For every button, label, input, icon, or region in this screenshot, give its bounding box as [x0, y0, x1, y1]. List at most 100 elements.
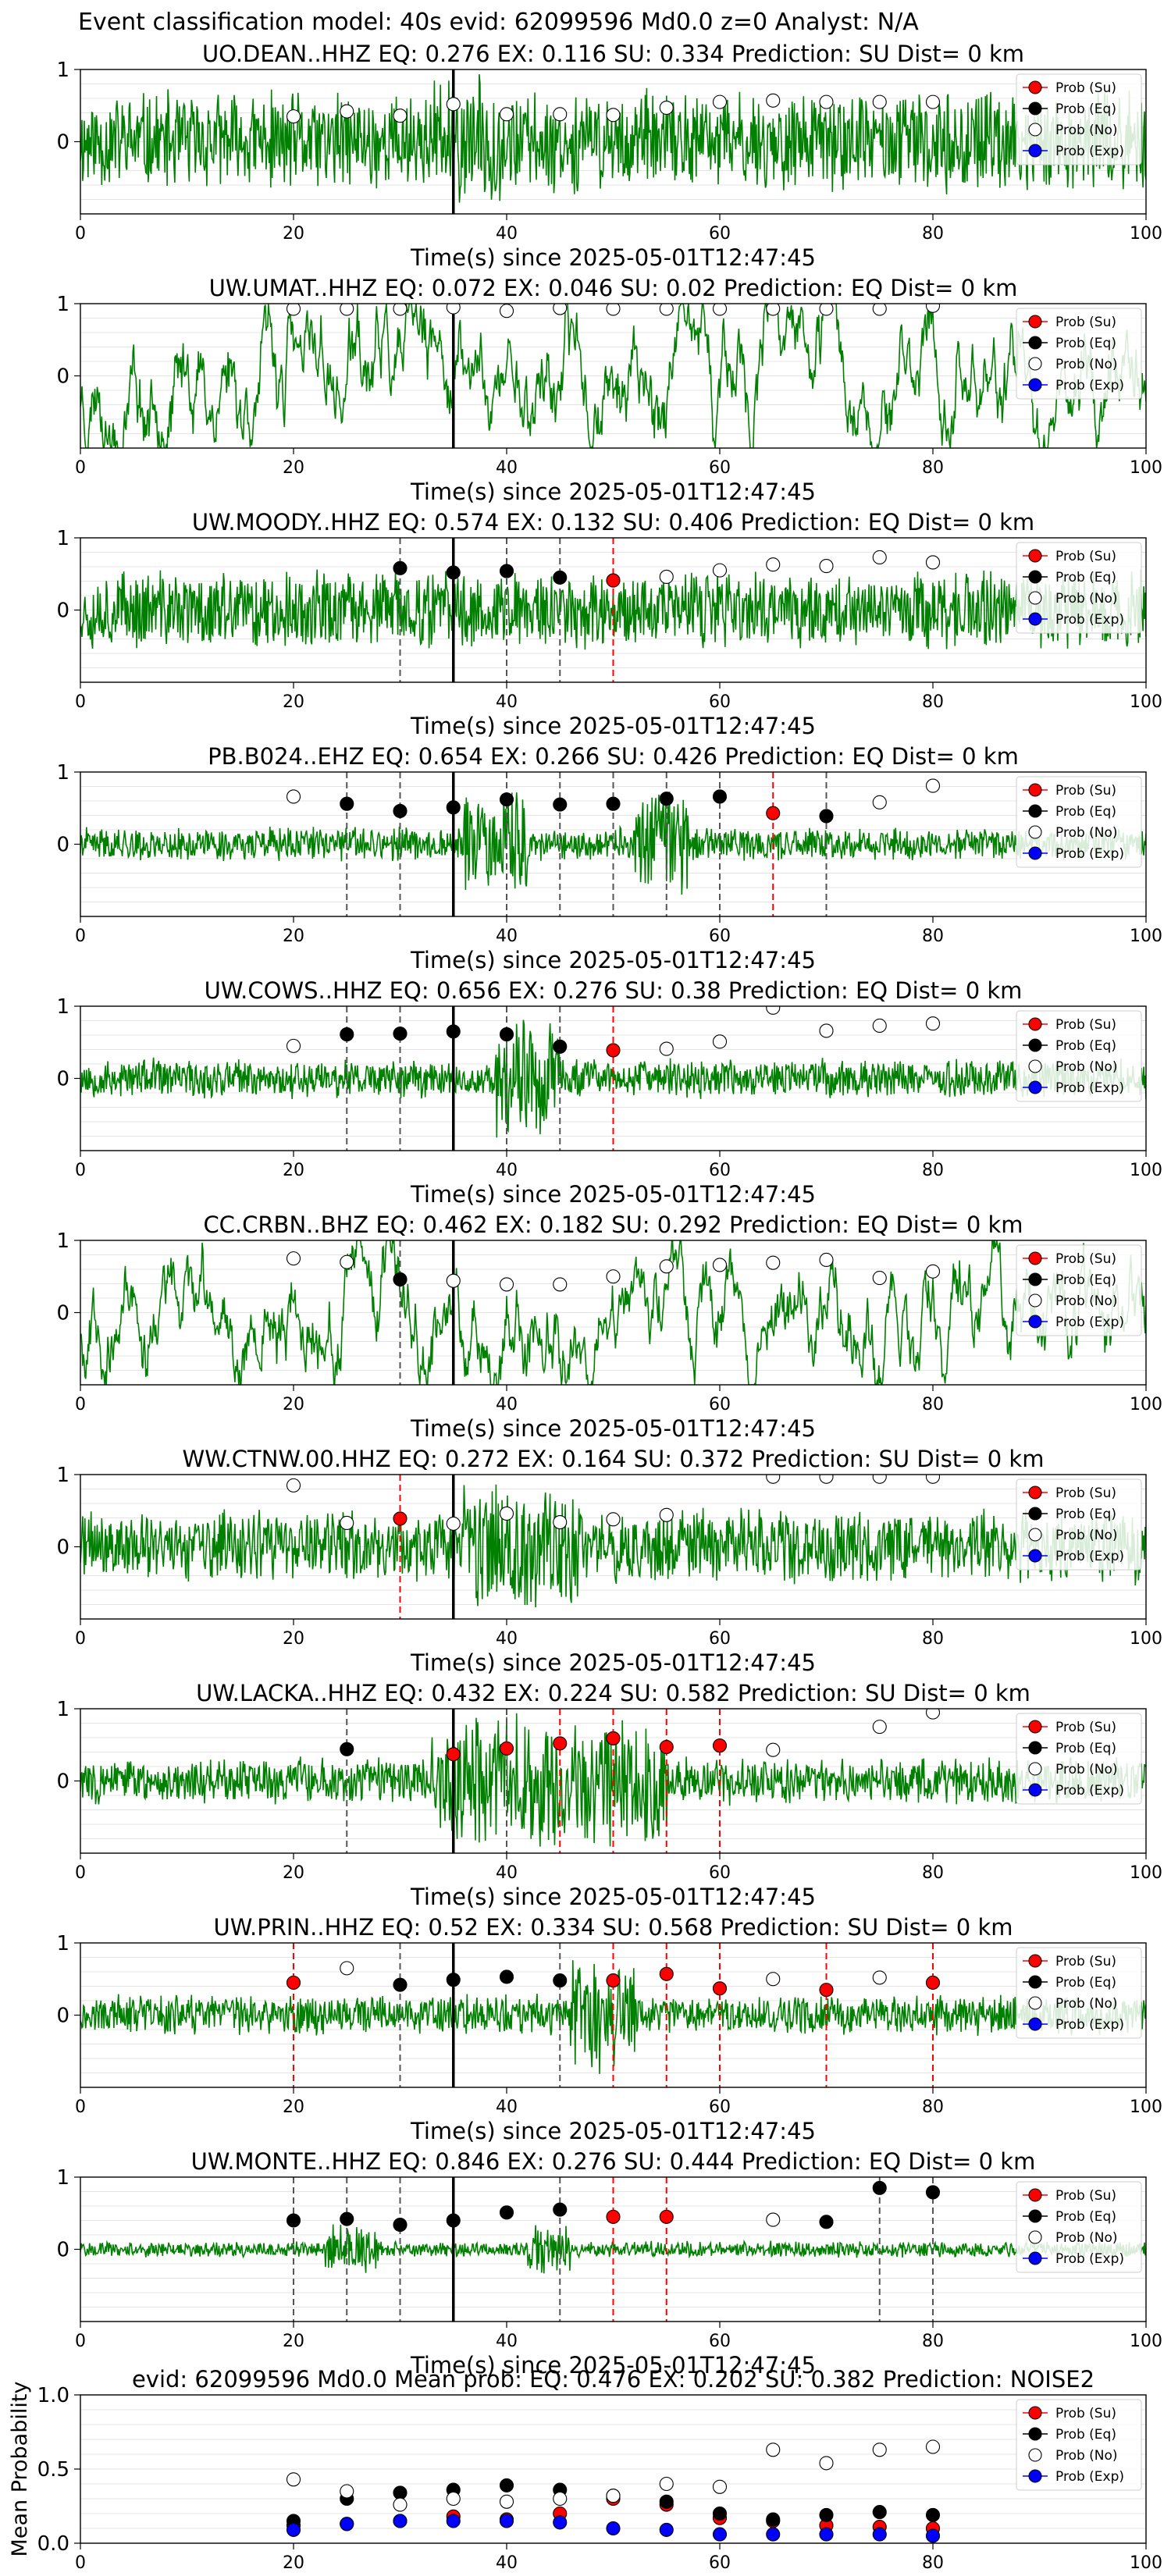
prob-point-su: [1028, 549, 1042, 563]
legend-label: Prob (No): [1055, 591, 1118, 607]
station-panel: UW.MONTE..HHZ EQ: 0.846 EX: 0.276 SU: 0.…: [56, 2148, 1162, 2379]
legend-item-exp: Prob (Exp): [1023, 1315, 1124, 1330]
legend-item-no: Prob (No): [1028, 825, 1118, 841]
prob-point-exp: [766, 2527, 781, 2542]
x-tick-label: 40: [496, 1395, 518, 1414]
legend-label: Prob (Exp): [1055, 1549, 1124, 1564]
x-tick-label: 0: [75, 1161, 86, 1180]
prob-point-no: [712, 304, 728, 316]
legend-label: Prob (Su): [1055, 549, 1116, 564]
y-tick-label: 0: [56, 2239, 69, 2262]
legend: Prob (Su) Prob (Eq) Prob (No) Prob (Exp): [1016, 776, 1142, 868]
y-tick-label: 1: [56, 1464, 69, 1487]
legend-item-no: Prob (No): [1028, 2230, 1118, 2246]
prob-point-no: [499, 107, 514, 122]
waveform-trace: [80, 304, 1146, 448]
prob-point-no: [925, 304, 941, 313]
legend-item-no: Prob (No): [1028, 1528, 1118, 1543]
prob-point-no: [766, 2443, 781, 2457]
prob-point-eq: [1028, 1272, 1042, 1286]
mean-probability-panel: evid: 62099596 Md0.0 Mean prob: EQ: 0.47…: [8, 2366, 1162, 2573]
prob-point-exp: [925, 2528, 941, 2543]
prob-point-no: [340, 1515, 354, 1531]
x-axis-label: Time(s) since 2025-05-01T12:47:45: [410, 1649, 816, 1676]
legend-item-no: Prob (No): [1028, 1996, 1118, 2012]
legend-item-su: Prob (Su): [1023, 315, 1116, 330]
prob-point-eq: [393, 803, 408, 818]
prob-point-exp: [393, 2514, 408, 2528]
prob-point-no: [286, 2472, 301, 2487]
legend-label: Prob (Exp): [1055, 1315, 1124, 1330]
legend: Prob (Su) Prob (Eq) Prob (No) Prob (Exp): [1016, 73, 1142, 165]
prob-point-su: [1028, 783, 1042, 797]
prob-point-no: [659, 1259, 674, 1274]
legend-label: Prob (Eq): [1055, 570, 1116, 585]
legend-label: Prob (Exp): [1055, 846, 1124, 862]
prob-point-eq: [393, 1977, 408, 1992]
prob-point-no: [712, 1034, 728, 1049]
figure-title: Event classification model: 40s evid: 62…: [78, 9, 919, 36]
x-tick-label: 100: [1130, 2332, 1162, 2351]
legend-item-no: Prob (No): [1028, 2448, 1118, 2464]
x-tick-label: 80: [922, 458, 944, 478]
prob-point-eq: [1028, 570, 1042, 584]
prob-point-no: [925, 1475, 941, 1484]
prob-point-no: [925, 94, 941, 109]
prob-point-exp: [1028, 1315, 1042, 1329]
legend-label: Prob (Eq): [1055, 2427, 1116, 2443]
legend-item-eq: Prob (Eq): [1023, 1272, 1116, 1288]
prob-point-no: [766, 1255, 781, 1270]
legend-item-eq: Prob (Eq): [1023, 1038, 1116, 1054]
prob-point-su: [1028, 2406, 1042, 2420]
x-tick-label: 40: [496, 458, 518, 478]
prob-point-no: [925, 1016, 941, 1031]
prob-point-eq: [553, 570, 568, 585]
panel-title: CC.CRBN..BHZ EQ: 0.462 EX: 0.182 SU: 0.2…: [203, 1212, 1023, 1238]
prob-point-no: [819, 1252, 834, 1268]
prob-point-su: [606, 573, 621, 588]
legend-item-su: Prob (Su): [1023, 1720, 1116, 1735]
prob-point-exp: [553, 2515, 568, 2530]
prob-point-no: [872, 94, 887, 109]
x-tick-label: 20: [283, 2097, 304, 2117]
prob-point-eq: [1028, 336, 1042, 350]
prob-point-su: [606, 1973, 621, 1988]
prob-point-exp: [712, 2527, 728, 2542]
prob-point-eq: [499, 792, 514, 807]
prob-point-no: [286, 1478, 301, 1493]
legend-item-no: Prob (No): [1028, 1293, 1118, 1309]
legend-label: Prob (No): [1055, 123, 1118, 138]
legend-label: Prob (Su): [1055, 2406, 1116, 2421]
prob-point-eq: [340, 1027, 354, 1042]
station-panel: PB.B024..EHZ EQ: 0.654 EX: 0.266 SU: 0.4…: [56, 743, 1162, 973]
x-tick-label: 80: [922, 224, 944, 244]
prob-point-no: [1028, 1996, 1042, 2010]
legend-label: Prob (Su): [1055, 1720, 1116, 1735]
legend-item-no: Prob (No): [1028, 357, 1118, 372]
prob-point-no: [606, 1512, 621, 1527]
prob-point-no: [499, 304, 514, 318]
prob-point-exp: [499, 2514, 514, 2528]
legend-label: Prob (Su): [1055, 80, 1116, 96]
prob-point-no: [446, 2491, 461, 2507]
prob-point-exp: [606, 2521, 621, 2536]
prob-point-no: [659, 1041, 674, 1056]
legend-item-eq: Prob (Eq): [1023, 101, 1116, 117]
prob-point-su: [286, 1975, 301, 1990]
legend: Prob (Su) Prob (Eq) Prob (No) Prob (Exp): [1016, 1478, 1142, 1571]
station-panel: UW.PRIN..HHZ EQ: 0.52 EX: 0.334 SU: 0.56…: [56, 1914, 1162, 2144]
plot-area: [80, 538, 1146, 682]
legend: Prob (Su) Prob (Eq) Prob (No) Prob (Exp): [1016, 1010, 1142, 1102]
prob-point-no: [1028, 1293, 1042, 1308]
prob-point-eq: [393, 560, 408, 575]
plot-area: [80, 2409, 1146, 2543]
y-tick-label: 1: [56, 59, 69, 82]
prob-point-eq: [819, 2215, 834, 2229]
panel-title: UW.LACKA..HHZ EQ: 0.432 EX: 0.224 SU: 0.…: [196, 1680, 1030, 1706]
prob-point-su: [606, 2209, 621, 2224]
prob-point-eq: [1028, 1975, 1042, 1989]
prob-point-no: [286, 109, 301, 124]
legend: Prob (Su) Prob (Eq) Prob (No) Prob (Exp): [1016, 308, 1142, 400]
x-tick-label: 60: [709, 458, 731, 478]
